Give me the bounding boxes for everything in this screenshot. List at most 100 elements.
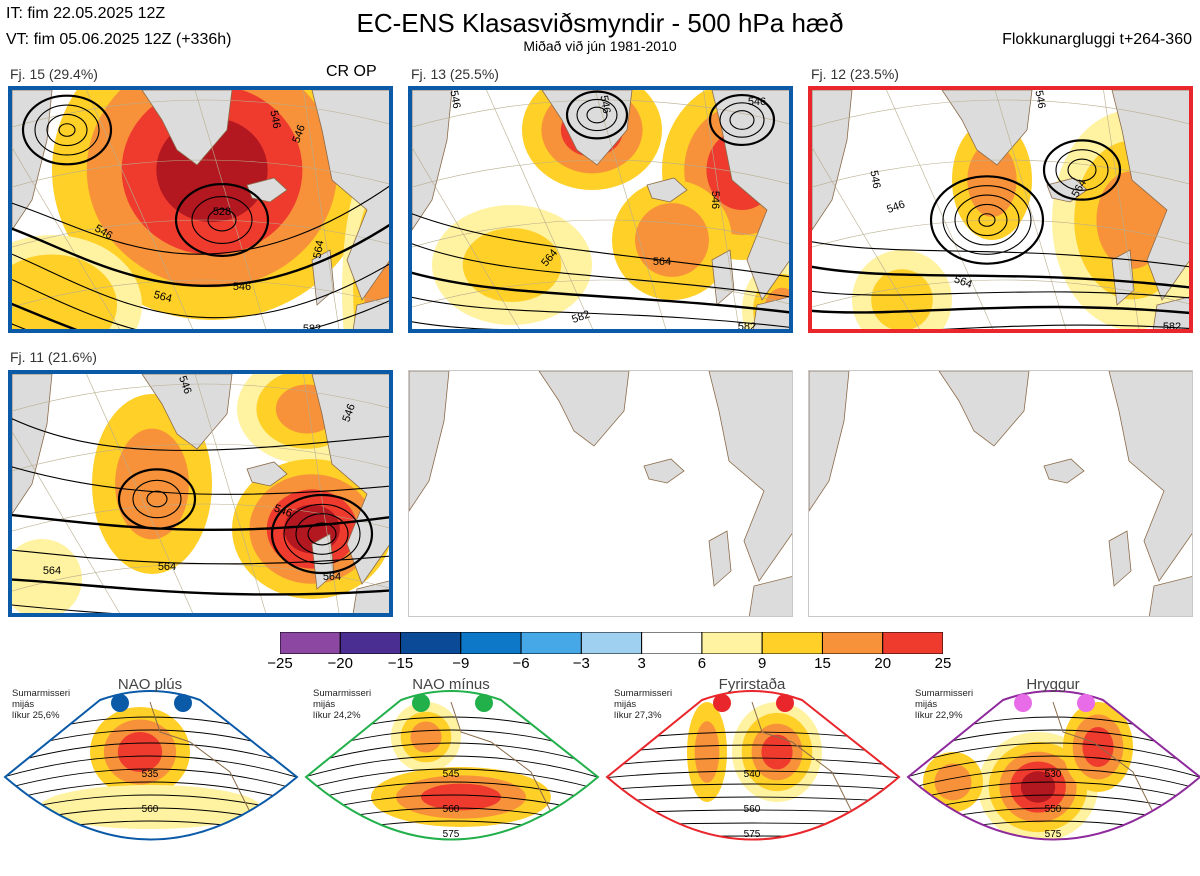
panel-4-isohypse-5	[12, 604, 113, 613]
panel-5-svg	[409, 371, 792, 616]
panel-3-system-1-ring-1	[1055, 149, 1109, 191]
panel-2-isohypse-4	[412, 321, 500, 329]
panel-4-greenland	[141, 374, 233, 450]
panel-1-greenland	[141, 90, 233, 166]
panel-1-contour-label-7: 582	[303, 323, 321, 333]
panel-1-isohypse-0	[12, 185, 389, 255]
panel-1-system-0-ring-0	[58, 123, 76, 137]
colorbar-tick-label: −6	[512, 655, 530, 672]
cluster-map-empty-2	[808, 370, 1193, 617]
regime-3-anomaly-1-1	[694, 721, 720, 783]
regime-2-contour-label-2: 575	[443, 829, 460, 840]
colorbar-bin-6	[641, 631, 703, 655]
regime-panel-4: 530 550 575 Hryggur Sumarmisseri mijás líkur 2…	[903, 672, 1200, 871]
regime-1-marker-left	[111, 694, 129, 712]
regime-2-contour-label-1: 560	[443, 804, 460, 815]
panel-1-contour-label-3: 546	[290, 123, 308, 144]
panel-2-contour-label-6: 582	[570, 308, 591, 326]
panel-3-isohypse-2	[812, 290, 1189, 299]
colorbar-bin-1	[339, 631, 402, 655]
colorbar-bin-10	[882, 631, 944, 655]
colorbar-bin-0	[279, 631, 341, 655]
panel-1-system-1-ring-0	[207, 208, 237, 232]
panel-3-system-1-ring-2	[1042, 139, 1122, 201]
regime-2-border	[304, 690, 600, 841]
regime-season: Sumarmisseri	[915, 688, 974, 699]
regime-2-isohypse-4	[306, 768, 598, 791]
panel-2-contour-label-5: 564	[653, 256, 671, 268]
regime-2-isohypse-2	[306, 742, 598, 767]
panel-1-contour-label-4: 564	[312, 239, 327, 259]
colorbar-bin-3	[460, 631, 522, 655]
regime-4-marker-left	[1014, 694, 1032, 712]
panel-6-britain	[1108, 530, 1132, 587]
cluster-map-1: 546 546 528 546 564 564 546 582	[8, 86, 393, 333]
panel-4-system-1-ring-0	[307, 522, 337, 546]
regime-1-contour-label-0: 535	[142, 769, 159, 780]
panel-2-contour-label-1: 546	[597, 94, 612, 114]
panel-4-contour-label-1: 546	[340, 402, 358, 423]
panel-4-contour-label-0: 546	[176, 374, 194, 395]
regime-season: Sumarmisseri	[313, 688, 372, 699]
panel-6-canada	[809, 371, 850, 512]
panel-1-parallel-1	[12, 159, 389, 188]
panel-2-meridian-3	[703, 90, 740, 329]
panel-4-scandinavia	[311, 374, 389, 585]
panel-3-parallel-1	[812, 159, 1189, 188]
colorbar-bin-4	[520, 631, 582, 655]
colorbar-bin-5	[580, 631, 643, 655]
panel-2-europe	[752, 296, 789, 329]
colorbar-ticks: −25 −20 −15 −9 −6 −3 3 6 9 15 20 25	[0, 655, 1200, 675]
regime-3-contour-label-2: 575	[744, 829, 761, 840]
panel-4-meridian-2	[194, 374, 267, 613]
regime-2-contour-label-0: 545	[443, 769, 460, 780]
regime-3-contour-label-1: 560	[744, 804, 761, 815]
panel-1-scandinavia	[311, 90, 389, 301]
colorbar-tick-label: 3	[637, 655, 646, 672]
panel-3-meridian-2	[994, 90, 1067, 329]
regime-1-anomaly-0-2	[117, 732, 163, 772]
cluster-map-4: 546 546 564 546 564 564	[8, 370, 393, 617]
panel-2-contour-label-0: 546	[447, 90, 462, 110]
colorbar-tick-label: 9	[758, 655, 767, 672]
panel-2-canada	[412, 90, 453, 231]
panel-3-contour-label-4: 564	[952, 273, 973, 291]
colorbar-bin-2	[400, 631, 462, 655]
regime-2-anomaly-0-2	[410, 721, 442, 753]
regime-name: Fyrirstaða	[718, 676, 786, 693]
regime-name: NAO plús	[117, 676, 183, 693]
panel-3-isohypse-1	[812, 265, 1189, 289]
regime-prob: líkur 27,3%	[614, 710, 662, 721]
panel-1-parallel-2	[12, 219, 389, 248]
panel-1-isohypse-2	[12, 253, 389, 319]
colorbar-tick-label: 20	[874, 655, 892, 672]
colorbar-tick-label: 6	[697, 655, 707, 672]
panel-4-isohypse-4	[12, 578, 389, 596]
panel-2-system-0-ring-2	[565, 90, 629, 140]
panel-3-system-0-ring-2	[954, 194, 1020, 246]
page-title: EC-ENS Klasasviðsmyndir - 500 hPa hæð	[356, 8, 844, 38]
panel-4-system-1-ring-3	[270, 493, 374, 575]
panel-6-svg	[809, 371, 1192, 616]
panel-3-system-0-ring-4	[929, 175, 1045, 265]
panel-6-scandinavia	[1108, 371, 1192, 582]
regime-name: Hryggur	[1026, 676, 1080, 693]
cluster-map-empty-1	[408, 370, 793, 617]
panel-4-meridian-0	[12, 430, 120, 613]
regime-2-isohypse-3	[306, 755, 598, 779]
panel-2-britain	[711, 249, 735, 306]
panel-4-isohypse-1	[12, 466, 389, 495]
panel-2-isohypse-0	[412, 213, 789, 278]
regime-1-isohypse-3	[5, 755, 297, 779]
panel-1-meridian-1	[86, 90, 193, 329]
panel-1-contour-label-6: 546	[233, 281, 251, 293]
panel-4-system-0-ring-2	[117, 468, 197, 530]
panel-3-meridian-0	[812, 146, 920, 329]
panel-2-parallel-3	[412, 279, 789, 308]
cluster-map-3: 546 546 546 564 564 582	[808, 86, 1193, 333]
regime-panel-1: 535 560 NAO plús Sumarmisseri mijás líkur 25,…	[0, 672, 300, 871]
panel-3-system-0-ring-0	[978, 213, 996, 227]
panel-6-iceland	[1043, 458, 1085, 484]
